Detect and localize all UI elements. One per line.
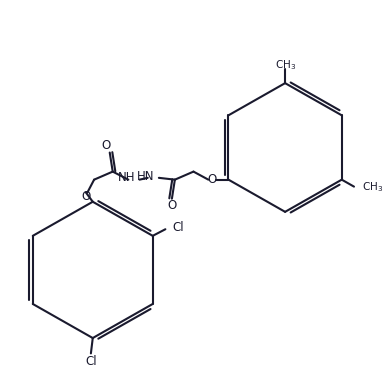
Text: O: O: [101, 139, 111, 152]
Text: Cl: Cl: [85, 355, 97, 368]
Text: HN: HN: [137, 170, 154, 183]
Text: NH: NH: [118, 171, 135, 184]
Text: CH$_3$: CH$_3$: [274, 58, 296, 72]
Text: CH$_3$: CH$_3$: [362, 180, 384, 194]
Text: Cl: Cl: [172, 221, 184, 234]
Text: O: O: [207, 173, 217, 186]
Text: O: O: [167, 199, 176, 212]
Text: O: O: [81, 190, 91, 203]
